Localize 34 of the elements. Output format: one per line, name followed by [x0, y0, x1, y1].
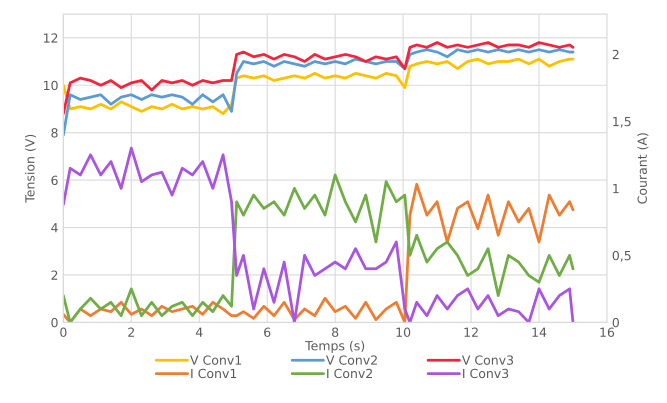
line-series	[63, 48, 574, 136]
y-tick-label: 8	[51, 128, 58, 138]
y2-tick-label: 2	[612, 50, 619, 60]
y-tick-label: 10	[44, 80, 58, 90]
y2-tick-label: 0,5	[612, 250, 631, 262]
legend-label: V Conv1	[190, 355, 242, 365]
x-tick-label: 2	[128, 327, 134, 337]
y2-tick-label: 0	[612, 318, 619, 328]
y-tick-label: 0	[51, 318, 58, 328]
legend-label: I Conv3	[463, 368, 508, 378]
legend-label: V Conv3	[462, 355, 514, 365]
x-tick-label: 14	[532, 328, 546, 337]
line-series	[63, 58, 574, 116]
legend-label: I Conv2	[327, 368, 372, 378]
legend-label: V Conv2	[326, 355, 377, 365]
line-series	[63, 146, 574, 322]
x-tick-label: 4	[196, 328, 203, 337]
x-tick-label: 0	[60, 327, 67, 337]
y-tick-label: 6	[51, 176, 58, 186]
x-tick-label: 10	[396, 327, 410, 337]
y-tick-label: 12	[44, 33, 58, 43]
x-tick-label: 8	[332, 327, 338, 337]
line-series	[63, 41, 574, 116]
y-axis-title: Tension (V)	[24, 134, 36, 203]
y-tick-label: 4	[51, 223, 58, 232]
x-axis-title: Temps (s)	[305, 340, 364, 353]
x-tick-label: 16	[600, 327, 614, 337]
y-tick-label: 2	[51, 270, 58, 280]
y2-axis-title: Courant (A)	[637, 133, 648, 204]
legend-label: I Conv1	[191, 368, 236, 378]
y2-tick-label: 1,5	[613, 116, 631, 128]
y2-tick-label: 1	[613, 184, 619, 194]
x-tick-label: 6	[264, 327, 270, 337]
x-tick-label: 12	[464, 327, 478, 337]
